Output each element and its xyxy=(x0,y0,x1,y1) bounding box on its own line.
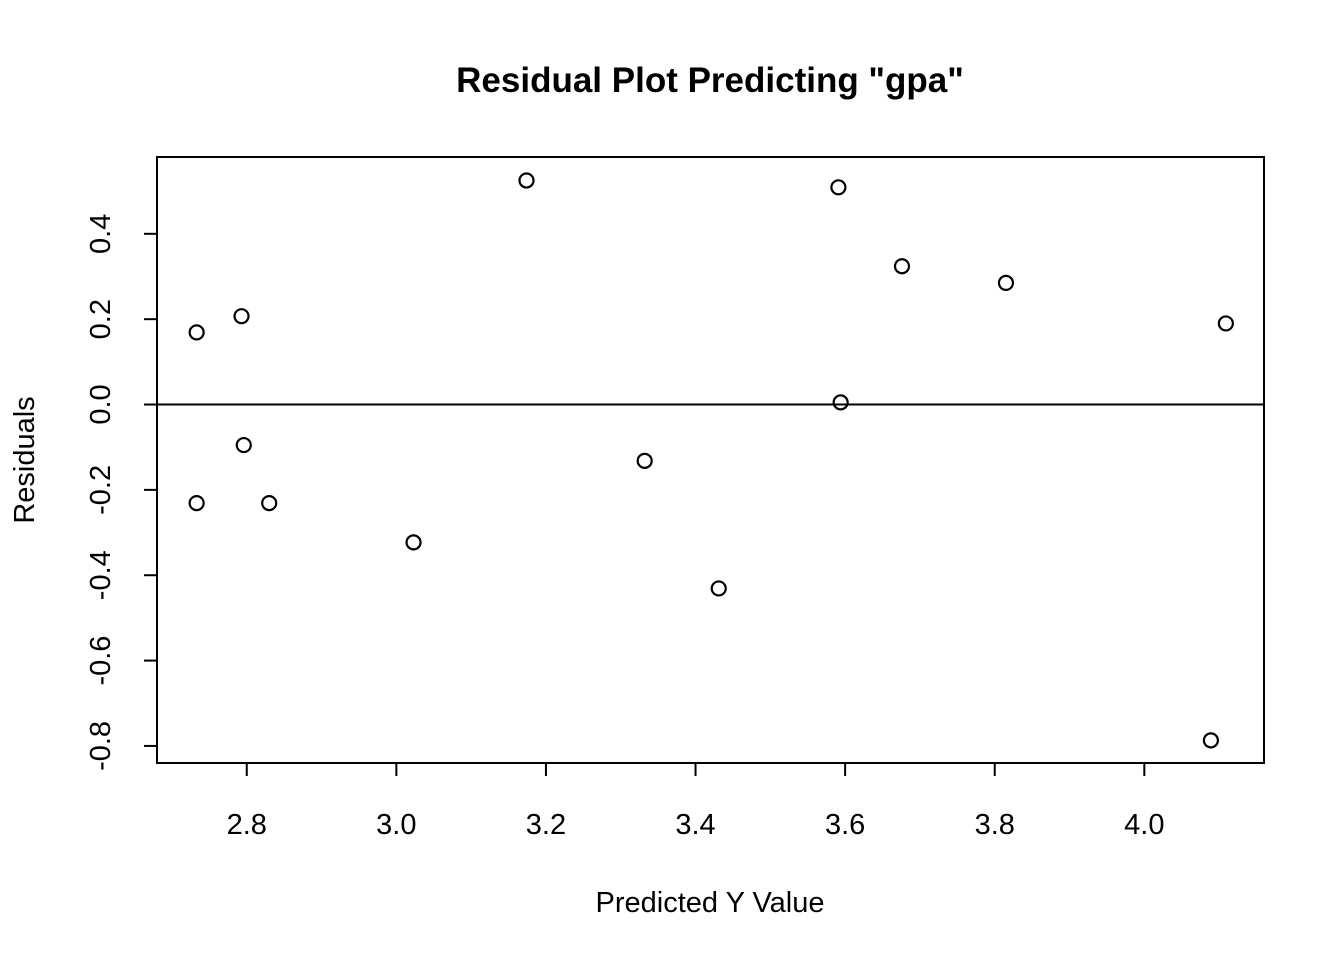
data-point xyxy=(233,308,250,325)
x-tick-label: 3.4 xyxy=(675,809,715,841)
y-tick-label: 0.4 xyxy=(85,214,117,254)
data-point xyxy=(710,580,727,597)
data-points xyxy=(188,172,1234,749)
data-point xyxy=(832,394,849,411)
data-point xyxy=(518,172,535,189)
data-point xyxy=(235,436,252,454)
y-axis: 0.4 0.2 0.0 -0.2 -0.4 -0.6 -0.8 xyxy=(85,214,158,771)
x-tick-label: 4.0 xyxy=(1124,809,1164,841)
data-point xyxy=(188,495,205,512)
data-point xyxy=(1202,732,1219,749)
plot-frame xyxy=(156,156,1265,764)
data-point xyxy=(405,534,422,551)
y-tick-label: -0.4 xyxy=(85,550,117,600)
data-point xyxy=(997,274,1015,291)
x-tick-label: 2.8 xyxy=(227,809,267,841)
y-tick-label: 0.2 xyxy=(85,299,117,339)
y-tick-label: -0.8 xyxy=(85,721,117,771)
data-point xyxy=(830,179,847,196)
x-axis: 2.8 3.0 3.2 3.4 3.6 3.8 4.0 xyxy=(227,762,1164,841)
data-point xyxy=(261,495,278,512)
x-tick-label: 3.0 xyxy=(376,809,416,841)
data-point xyxy=(893,258,911,275)
x-tick-label: 3.6 xyxy=(825,809,865,841)
y-tick-label: -0.6 xyxy=(85,636,117,686)
y-tick-label: 0.0 xyxy=(85,384,117,424)
data-point xyxy=(636,452,653,469)
x-tick-label: 3.2 xyxy=(526,809,566,841)
data-point xyxy=(188,324,205,341)
y-axis-label: Residuals xyxy=(9,396,41,523)
y-tick-label: -0.2 xyxy=(85,465,117,515)
x-axis-label: Predicted Y Value xyxy=(596,887,825,919)
x-tick-label: 3.8 xyxy=(975,809,1015,841)
chart-title: Residual Plot Predicting "gpa" xyxy=(456,61,964,100)
data-point xyxy=(1217,315,1234,332)
